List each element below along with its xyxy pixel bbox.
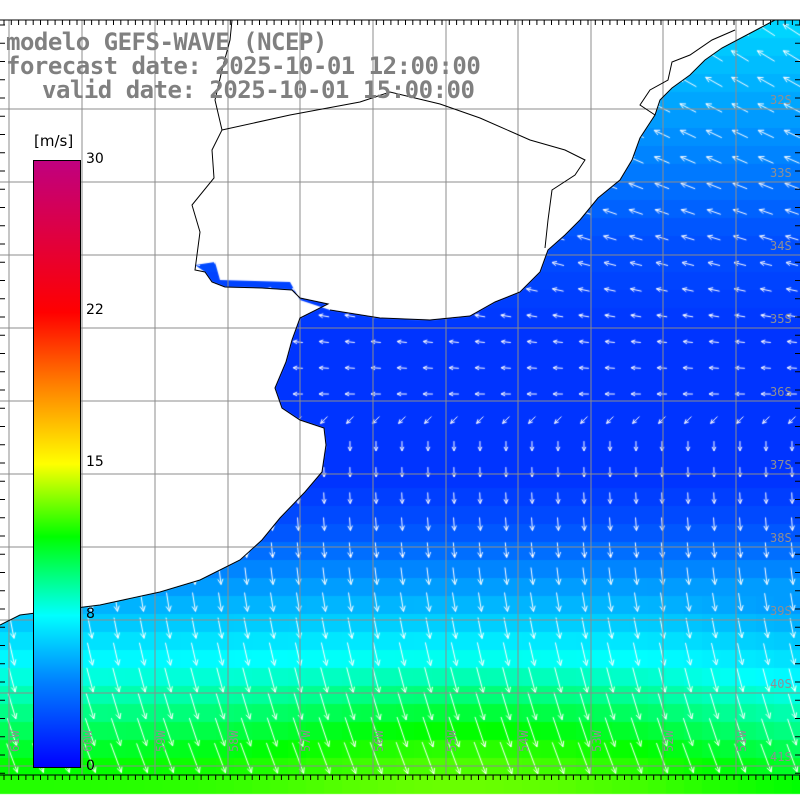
- latitude-label: 37S: [770, 458, 792, 472]
- latitude-label: 39S: [770, 604, 792, 618]
- longitude-labels: 61W 60W 59W 58W 57W 56W 55W 54W 53W 52W 51W: [8, 730, 749, 752]
- latitude-label: 41S: [770, 750, 792, 764]
- longitude-label: 61W: [8, 730, 22, 752]
- latitude-label: 33S: [770, 166, 792, 180]
- coastline-north: [329, 19, 776, 321]
- longitude-label: 53W: [590, 730, 604, 752]
- latitude-label: 38S: [770, 531, 792, 545]
- longitude-label: 52W: [662, 730, 676, 752]
- valid-date: valid date: 2025-10-01 15:00:00: [42, 76, 475, 104]
- longitude-label: 59W: [154, 730, 168, 752]
- latitude-label: 34S: [770, 239, 792, 253]
- forecast-date: forecast date: 2025-10-01 12:00:00: [6, 52, 481, 80]
- colorbar: [33, 160, 81, 768]
- longitude-label: 56W: [372, 730, 386, 752]
- longitude-label: 60W: [81, 730, 95, 752]
- colorbar-tick-15: 15: [86, 454, 104, 470]
- colorbar-tick-0: 0: [86, 758, 95, 774]
- latitude-labels: 32S 33S 34S 35S 36S 37S 38S 39S 40S 41S: [770, 93, 792, 764]
- model-title: modelo GEFS-WAVE (NCEP): [6, 28, 327, 56]
- longitude-label: 57W: [299, 730, 313, 752]
- longitude-label: 54W: [517, 730, 531, 752]
- graticule: [0, 20, 800, 775]
- longitude-label: 55W: [445, 730, 459, 752]
- longitude-label: 58W: [227, 730, 241, 752]
- latitude-label: 40S: [770, 677, 792, 691]
- colorbar-unit: [m/s]: [34, 132, 74, 150]
- colorbar-tick-30: 30: [86, 151, 104, 167]
- latitude-label: 36S: [770, 385, 792, 399]
- axis-ticks: [0, 19, 800, 780]
- border-lines: [221, 29, 736, 249]
- colorbar-tick-22: 22: [86, 302, 104, 318]
- latitude-label: 35S: [770, 312, 792, 326]
- coastline: [0, 19, 330, 626]
- longitude-label: 51W: [735, 730, 749, 752]
- latitude-label: 32S: [770, 93, 792, 107]
- colorbar-tick-8: 8: [86, 606, 95, 622]
